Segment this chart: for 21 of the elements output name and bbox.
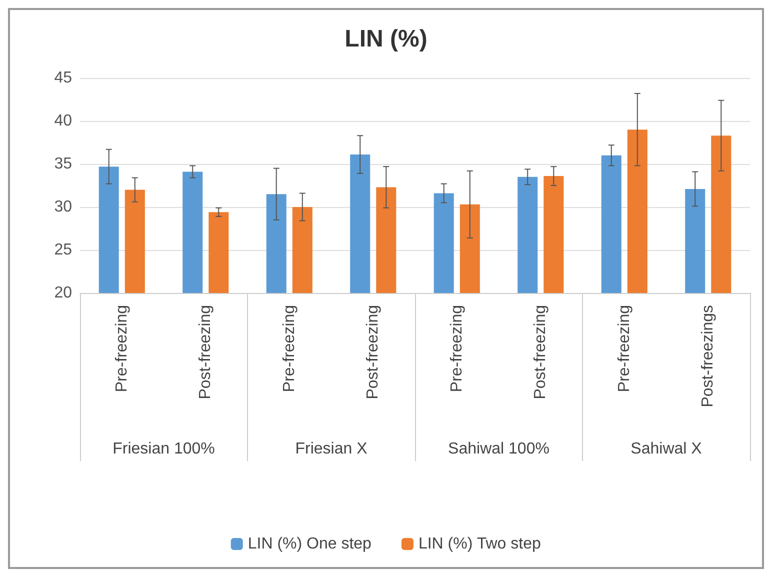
y-tick-label: 35 (54, 156, 72, 172)
legend-label: LIN (%) One step (248, 536, 372, 552)
text: Friesian 100% (112, 440, 215, 458)
text: Friesian X (295, 440, 368, 458)
y-tick-label: 30 (54, 198, 72, 216)
x-tick-label: Post-freezing (532, 305, 550, 400)
text: Sahiwal 100% (448, 440, 550, 458)
text: Sahiwal X (630, 440, 702, 458)
chart-title: LIN (%) (344, 26, 428, 52)
y-tick-label: 45 (54, 70, 72, 86)
y-tick-label: 20 (54, 284, 72, 302)
x-tick-label: Pre-freezing (113, 305, 130, 392)
legend-label: LIN (%) Two step (418, 536, 541, 552)
x-tick-label: Pre-freezing (616, 305, 633, 392)
x-tick-label: Pre-freezing (448, 305, 466, 392)
x-tick-label: Post-freezing (364, 305, 382, 400)
x-tick-label: Pre-freezing (280, 305, 298, 392)
x-tick-label: Post-freezings (700, 305, 717, 408)
y-tick-label: 25 (54, 242, 72, 258)
y-tick-label: 40 (54, 112, 72, 130)
x-tick-label: Post-freezing (197, 305, 214, 400)
